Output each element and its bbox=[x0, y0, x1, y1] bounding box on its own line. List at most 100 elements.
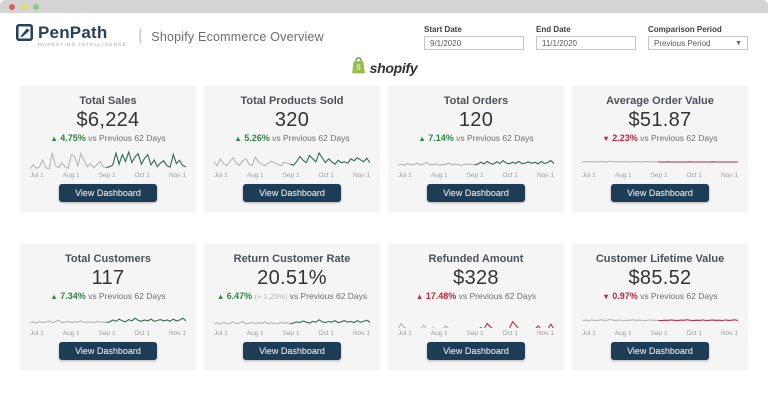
kpi-title: Total Sales bbox=[79, 95, 137, 107]
delta-percent: 2.23% bbox=[612, 133, 638, 143]
axis-tick: Oct 1 bbox=[686, 330, 703, 337]
comparison-period-select[interactable]: Previous Period ▼ bbox=[648, 36, 748, 50]
axis-tick: Nov 1 bbox=[720, 330, 738, 337]
axis-tick: Aug 1 bbox=[246, 330, 264, 337]
view-dashboard-button[interactable]: View Dashboard bbox=[243, 184, 341, 202]
brand-divider: | bbox=[138, 26, 143, 44]
kpi-card: Return Customer Rate 20.51% ▲ 6.47% (+ 1… bbox=[204, 244, 380, 370]
trend-arrow-icon: ▼ bbox=[602, 134, 610, 143]
kpi-delta: ▲ 7.14% vs Previous 62 Days bbox=[418, 133, 533, 144]
kpi-value: $6,224 bbox=[76, 109, 140, 131]
axis-tick: Aug 1 bbox=[62, 330, 80, 337]
sparkline-chart bbox=[30, 150, 186, 170]
spark-axis: Jul 1 Aug 1 Sep 1 Oct 1 Nov 1 bbox=[398, 330, 554, 337]
kpi-cards-area: Total Sales $6,224 ▲ 4.75% vs Previous 6… bbox=[0, 79, 768, 370]
axis-tick: Jul 1 bbox=[398, 172, 412, 179]
comparison-period-value: Previous Period bbox=[654, 38, 711, 48]
axis-tick: Aug 1 bbox=[246, 172, 264, 179]
axis-tick: Jul 1 bbox=[30, 172, 44, 179]
comparison-period-label: Comparison Period bbox=[648, 25, 722, 34]
kpi-title: Total Products Sold bbox=[240, 95, 344, 107]
kpi-value: 117 bbox=[91, 267, 125, 289]
view-dashboard-button[interactable]: View Dashboard bbox=[59, 184, 157, 202]
spark-axis: Jul 1 Aug 1 Sep 1 Oct 1 Nov 1 bbox=[30, 330, 186, 337]
shopify-wordmark: shopify bbox=[369, 60, 418, 76]
view-dashboard-button[interactable]: View Dashboard bbox=[427, 342, 525, 360]
axis-tick: Oct 1 bbox=[134, 172, 151, 179]
axis-tick: Oct 1 bbox=[502, 172, 519, 179]
sparkline-chart bbox=[214, 319, 370, 325]
axis-tick: Nov 1 bbox=[352, 172, 370, 179]
axis-tick: Jul 1 bbox=[582, 172, 596, 179]
kpi-card: Total Products Sold 320 ▲ 5.26% vs Previ… bbox=[204, 86, 380, 212]
sparkline-chart bbox=[398, 159, 554, 167]
dashboard-header: PenPath MARKETING INTELLIGENCE | Shopify… bbox=[0, 13, 768, 50]
delta-percent: 17.48% bbox=[425, 291, 457, 301]
kpi-title: Customer Lifetime Value bbox=[595, 253, 725, 265]
kpi-value: 20.51% bbox=[257, 267, 327, 289]
axis-tick: Aug 1 bbox=[430, 330, 448, 337]
kpi-title: Total Orders bbox=[443, 95, 509, 107]
axis-tick: Nov 1 bbox=[720, 172, 738, 179]
start-date-value: 9/1/2020 bbox=[430, 38, 462, 48]
sparkline-chart bbox=[582, 160, 738, 163]
end-date-input[interactable]: 11/1/2020 bbox=[536, 36, 636, 50]
spark-axis: Jul 1 Aug 1 Sep 1 Oct 1 Nov 1 bbox=[214, 330, 370, 337]
axis-tick: Nov 1 bbox=[352, 330, 370, 337]
kpi-delta: ▲ 5.26% vs Previous 62 Days bbox=[234, 133, 349, 144]
shopify-logo: S shopify bbox=[0, 57, 768, 79]
kpi-title: Return Customer Rate bbox=[233, 253, 351, 265]
delta-suffix: vs Previous 62 Days bbox=[640, 133, 718, 143]
view-dashboard-button[interactable]: View Dashboard bbox=[59, 342, 157, 360]
shopify-bag-icon: S bbox=[351, 57, 366, 79]
sparkline-chart bbox=[214, 151, 370, 167]
axis-tick: Sep 1 bbox=[98, 172, 116, 179]
delta-percent: 7.14% bbox=[428, 133, 454, 143]
filter-bar: Start Date 9/1/2020 End Date 11/1/2020 C… bbox=[424, 25, 748, 50]
close-window-icon[interactable] bbox=[9, 3, 15, 10]
axis-tick: Oct 1 bbox=[318, 172, 335, 179]
start-date-filter: Start Date 9/1/2020 bbox=[424, 25, 524, 50]
axis-tick: Nov 1 bbox=[536, 330, 554, 337]
delta-suffix: vs Previous 62 Days bbox=[88, 291, 166, 301]
delta-suffix: vs Previous 62 Days bbox=[456, 133, 534, 143]
end-date-value: 11/1/2020 bbox=[542, 38, 577, 48]
svg-text:S: S bbox=[356, 63, 361, 72]
spark-axis: Jul 1 Aug 1 Sep 1 Oct 1 Nov 1 bbox=[214, 172, 370, 179]
axis-tick: Jul 1 bbox=[30, 330, 44, 337]
axis-tick: Jul 1 bbox=[398, 330, 412, 337]
kpi-value: 120 bbox=[458, 109, 494, 131]
dropdown-caret-icon: ▼ bbox=[735, 39, 742, 47]
kpi-card: Total Customers 117 ▲ 7.34% vs Previous … bbox=[20, 244, 196, 370]
brand-tagline: MARKETING INTELLIGENCE bbox=[38, 42, 128, 47]
delta-suffix: vs Previous 62 Days bbox=[458, 291, 537, 301]
view-dashboard-button[interactable]: View Dashboard bbox=[243, 342, 341, 360]
delta-suffix: vs Previous 62 Days bbox=[640, 291, 718, 301]
kpi-delta: ▼ 0.97% vs Previous 62 Days bbox=[602, 291, 717, 302]
penpath-logo-icon bbox=[16, 23, 33, 46]
spark-axis: Jul 1 Aug 1 Sep 1 Oct 1 Nov 1 bbox=[582, 172, 738, 179]
kpi-card: Refunded Amount $328 ▲ 17.48% vs Previou… bbox=[388, 244, 564, 370]
axis-tick: Aug 1 bbox=[62, 172, 80, 179]
axis-tick: Oct 1 bbox=[134, 330, 151, 337]
brand-name: PenPath bbox=[38, 23, 108, 42]
spark-axis: Jul 1 Aug 1 Sep 1 Oct 1 Nov 1 bbox=[582, 330, 738, 337]
trend-arrow-icon: ▲ bbox=[216, 292, 225, 301]
trend-arrow-icon: ▲ bbox=[50, 292, 58, 301]
axis-tick: Sep 1 bbox=[650, 330, 668, 337]
view-dashboard-button[interactable]: View Dashboard bbox=[427, 184, 525, 202]
delta-percent: 4.75% bbox=[60, 133, 86, 143]
delta-percent: 7.34% bbox=[60, 291, 86, 301]
brand-text: PenPath MARKETING INTELLIGENCE bbox=[38, 24, 127, 47]
delta-percent: 6.47% bbox=[226, 291, 253, 301]
spark-axis: Jul 1 Aug 1 Sep 1 Oct 1 Nov 1 bbox=[30, 172, 186, 179]
minimize-window-icon[interactable] bbox=[21, 3, 27, 10]
start-date-input[interactable]: 9/1/2020 bbox=[424, 36, 524, 50]
view-dashboard-button[interactable]: View Dashboard bbox=[611, 184, 709, 202]
maximize-window-icon[interactable] bbox=[33, 3, 39, 10]
view-dashboard-button[interactable]: View Dashboard bbox=[611, 342, 709, 360]
kpi-card: Total Orders 120 ▲ 7.14% vs Previous 62 … bbox=[388, 86, 564, 212]
axis-tick: Sep 1 bbox=[466, 330, 484, 337]
kpi-card-row-1: Total Sales $6,224 ▲ 4.75% vs Previous 6… bbox=[20, 86, 748, 212]
trend-arrow-icon: ▲ bbox=[50, 134, 58, 143]
